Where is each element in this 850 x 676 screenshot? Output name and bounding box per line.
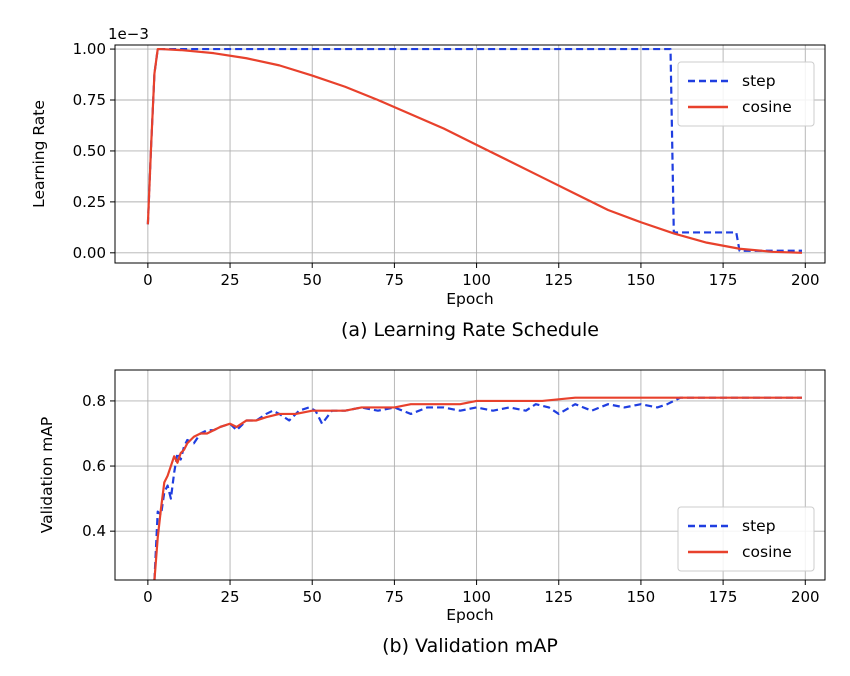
validation-map-chart: 0 25 50 75 100 125 150 175 200 0.4 0.6 0.8 Epoch Vali… (38, 369, 826, 657)
legend-label-cosine: cosine (742, 98, 792, 116)
x-tick-label: 175 (709, 271, 738, 289)
x-tick-label: 25 (220, 271, 239, 289)
legend: step cosine (677, 61, 815, 127)
y-tick-label: 0.8 (82, 392, 106, 410)
y-tick-label: 0.50 (73, 142, 106, 160)
x-tick-label: 0 (143, 271, 153, 289)
x-tick-label: 75 (385, 271, 404, 289)
series-group (153, 396, 802, 580)
series-line-step (153, 396, 802, 580)
x-tick-label: 25 (220, 588, 239, 606)
y-offset-text: 1e−3 (108, 25, 149, 43)
legend-label-step: step (742, 517, 776, 535)
legend-label-step: step (742, 72, 776, 90)
y-tick-label: 0.00 (73, 244, 106, 262)
x-tick-label: 50 (303, 588, 322, 606)
x-axis: 0 25 50 75 100 125 150 175 200 (143, 263, 820, 289)
x-axis-label: Epoch (446, 606, 493, 624)
y-tick-label: 0.25 (73, 193, 106, 211)
x-tick-label: 175 (709, 588, 738, 606)
y-axis: 0.00 0.25 0.50 0.75 1.00 (73, 40, 115, 262)
x-axis: 0 25 50 75 100 125 150 175 200 (143, 580, 820, 606)
grid (115, 370, 825, 580)
x-tick-label: 125 (544, 271, 573, 289)
x-tick-label: 75 (385, 588, 404, 606)
series-group (146, 47, 803, 254)
x-tick-label: 100 (462, 271, 491, 289)
y-tick-label: 0.75 (73, 91, 106, 109)
learning-rate-chart: 0 25 50 75 100 125 150 175 200 0.00 0.25 0.50 0.75 1.… (30, 25, 826, 341)
x-tick-label: 0 (143, 588, 153, 606)
legend-label-cosine: cosine (742, 543, 792, 561)
legend: step cosine (677, 506, 815, 572)
x-tick-label: 200 (791, 588, 820, 606)
legend-box (677, 506, 815, 572)
y-axis-label: Learning Rate (30, 100, 48, 208)
x-tick-label: 200 (791, 271, 820, 289)
x-axis-label: Epoch (446, 290, 493, 308)
x-tick-label: 50 (303, 271, 322, 289)
plot-frame (114, 44, 826, 264)
x-tick-label: 150 (627, 271, 656, 289)
y-tick-label: 0.4 (82, 522, 106, 540)
x-tick-label: 125 (544, 588, 573, 606)
x-tick-label: 100 (462, 588, 491, 606)
y-axis: 0.4 0.6 0.8 (82, 392, 115, 540)
chart-caption: (a) Learning Rate Schedule (341, 319, 599, 341)
series-line-cosine (153, 396, 802, 580)
x-tick-label: 150 (627, 588, 656, 606)
legend-box (677, 61, 815, 127)
chart-caption: (b) Validation mAP (382, 635, 558, 657)
y-tick-label: 1.00 (73, 40, 106, 58)
y-axis-label: Validation mAP (38, 417, 56, 534)
series-line-cosine (146, 47, 803, 254)
plot-frame (114, 369, 826, 581)
y-tick-label: 0.6 (82, 457, 106, 475)
